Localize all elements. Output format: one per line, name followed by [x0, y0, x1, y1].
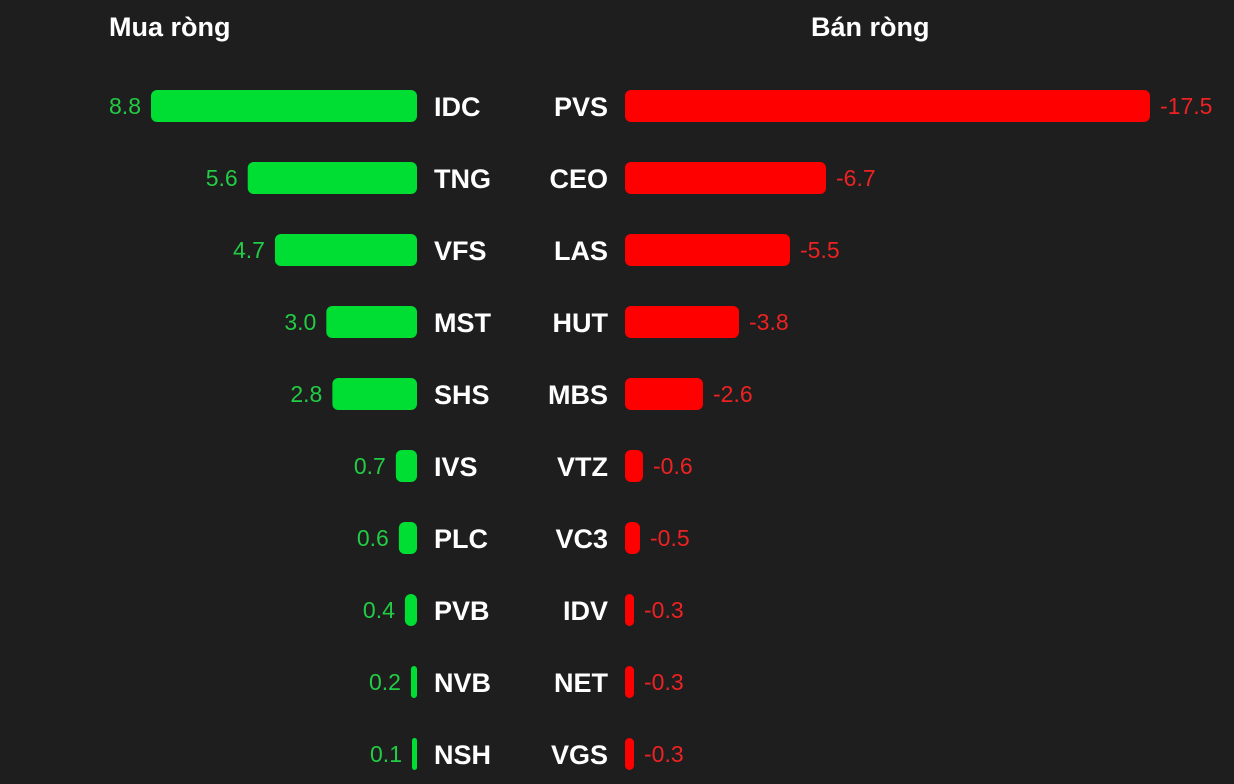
buy-bar-nvb [410, 666, 417, 698]
sell-ticker-label: HUT [553, 308, 609, 338]
buy-ticker-label: IDC [434, 92, 481, 122]
sell-bar-pvs [625, 90, 1150, 122]
buy-bar-mst [326, 306, 417, 338]
buy-value-label: 2.8 [290, 381, 322, 407]
buy-bar-tng [247, 162, 417, 194]
sell-bars-group: -17.5 PVS -6.7 CEO -5.5 LAS -3.8 HUT -2.6 MBS -0.6… [548, 90, 1212, 770]
buy-value-label: 0.7 [354, 453, 386, 479]
sell-ticker-label: VTZ [557, 452, 608, 482]
buy-bar-idc [151, 90, 417, 122]
sell-bar-idv [625, 594, 634, 626]
buy-value-label: 0.2 [369, 669, 401, 695]
buy-bar-nsh [412, 738, 417, 770]
buy-ticker-label: MST [434, 308, 492, 338]
buy-bars-group: 8.8 IDC 5.6 TNG 4.7 VFS 3.0 MST 2.8 SHS 0.7 IVS 0.6 P… [109, 90, 492, 770]
sell-bar-vc3 [625, 522, 640, 554]
buy-bar-vfs [274, 234, 417, 266]
buy-ticker-label: PVB [434, 596, 490, 626]
buy-ticker-label: NSH [434, 740, 491, 770]
sell-value-label: -6.7 [836, 165, 876, 191]
sell-value-label: -0.3 [644, 741, 684, 767]
sell-bar-ceo [625, 162, 826, 194]
buy-value-label: 3.0 [284, 309, 316, 335]
buy-value-label: 5.6 [206, 165, 238, 191]
buy-ticker-label: IVS [434, 452, 478, 482]
buy-panel-title: Mua ròng [109, 12, 231, 42]
buy-value-label: 0.1 [370, 741, 402, 767]
buy-value-label: 4.7 [233, 237, 265, 263]
buy-value-label: 0.4 [363, 597, 395, 623]
sell-ticker-label: LAS [554, 236, 608, 266]
sell-ticker-label: MBS [548, 380, 608, 410]
buy-ticker-label: TNG [434, 164, 491, 194]
buy-ticker-label: NVB [434, 668, 491, 698]
buy-bar-plc [398, 522, 417, 554]
sell-value-label: -0.3 [644, 597, 684, 623]
buy-value-label: 8.8 [109, 93, 141, 119]
sell-value-label: -17.5 [1160, 93, 1212, 119]
sell-value-label: -5.5 [800, 237, 840, 263]
buy-bar-shs [332, 378, 417, 410]
sell-value-label: -2.6 [713, 381, 753, 407]
buy-value-label: 0.6 [357, 525, 389, 551]
buy-ticker-label: VFS [434, 236, 487, 266]
sell-ticker-label: IDV [563, 596, 608, 626]
sell-ticker-label: VGS [551, 740, 608, 770]
sell-ticker-label: NET [554, 668, 609, 698]
buy-bar-pvb [404, 594, 417, 626]
sell-bar-hut [625, 306, 739, 338]
sell-bar-vtz [625, 450, 643, 482]
sell-value-label: -0.3 [644, 669, 684, 695]
buy-ticker-label: PLC [434, 524, 488, 554]
sell-panel-title: Bán ròng [811, 12, 930, 42]
sell-value-label: -0.6 [653, 453, 693, 479]
sell-bar-net [625, 666, 634, 698]
buy-bar-ivs [395, 450, 417, 482]
buy-ticker-label: SHS [434, 380, 490, 410]
sell-bar-las [625, 234, 790, 266]
sell-ticker-label: CEO [549, 164, 608, 194]
sell-value-label: -3.8 [749, 309, 789, 335]
sell-ticker-label: PVS [554, 92, 608, 122]
sell-bar-mbs [625, 378, 703, 410]
sell-value-label: -0.5 [650, 525, 690, 551]
sell-bar-vgs [625, 738, 634, 770]
sell-ticker-label: VC3 [555, 524, 608, 554]
